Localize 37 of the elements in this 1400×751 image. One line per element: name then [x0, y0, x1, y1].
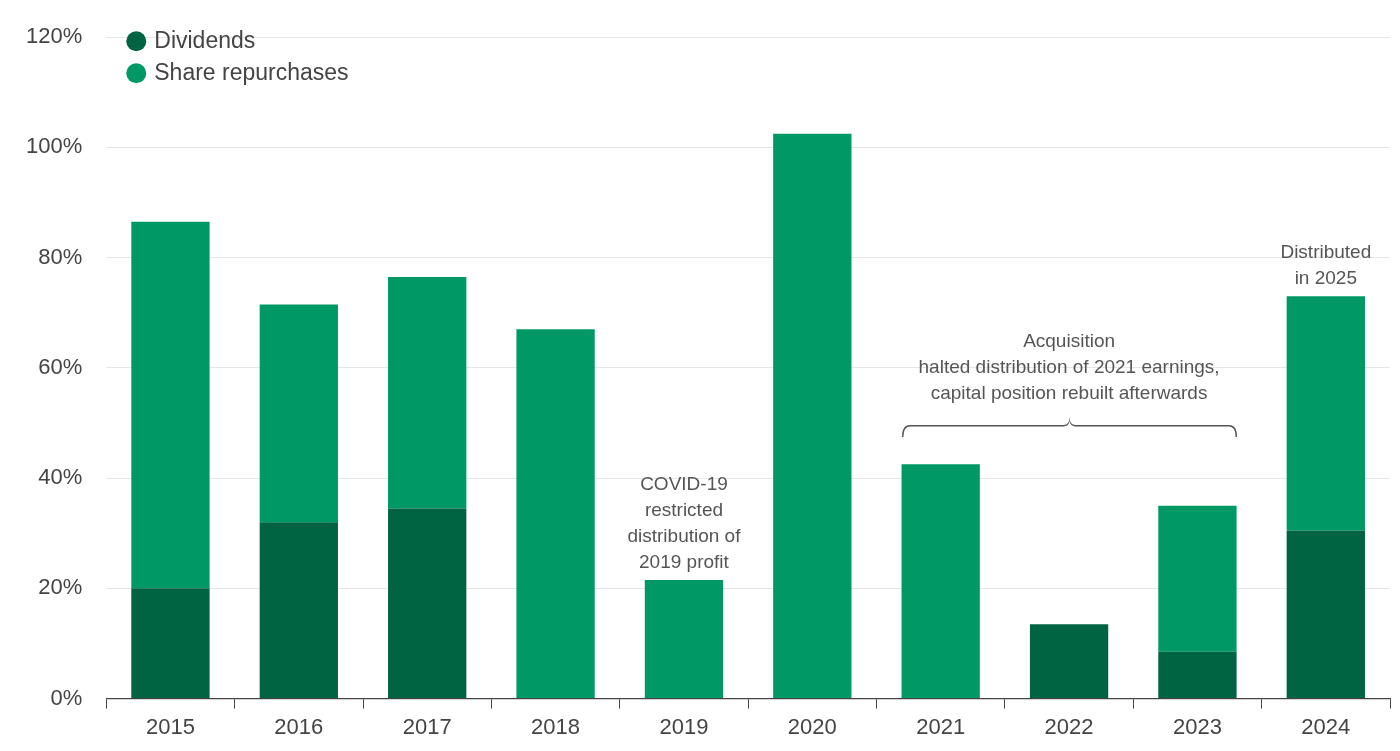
bar	[131, 221, 210, 589]
bar	[773, 133, 852, 699]
annotation: Acquisition halted distribution of 2021 earnings, capital position rebuilt afterwards	[918, 330, 1220, 403]
bar	[1158, 651, 1237, 699]
x-tick-label: 2019	[659, 713, 709, 739]
y-tick-label: 60%	[38, 353, 83, 379]
x-tick-label: 2016	[274, 713, 324, 739]
y-tick-label: 120%	[25, 23, 83, 49]
x-tick-label: 2017	[402, 713, 452, 739]
bar	[1286, 296, 1365, 531]
y-tick-label: 0%	[50, 684, 83, 710]
x-tick-label: 2022	[1044, 713, 1094, 739]
x-tick-label: 2023	[1172, 713, 1222, 739]
bar	[388, 508, 467, 699]
x-tick-label: 2018	[531, 713, 581, 739]
y-tick-label: 100%	[25, 133, 83, 159]
y-tick-label: 80%	[38, 243, 83, 269]
bar	[901, 464, 980, 699]
x-tick-label: 2015	[145, 713, 195, 739]
bar	[644, 580, 724, 699]
bar	[1158, 505, 1237, 652]
annotation: COVID-19 restricted distribution of 2019 profit	[627, 473, 742, 573]
y-tick-label: 40%	[38, 464, 83, 490]
x-tick-label: 2021	[916, 713, 966, 739]
bar	[1286, 530, 1365, 699]
x-tick-label: 2024	[1301, 713, 1351, 739]
legend-label: Dividends	[154, 26, 256, 53]
bar	[259, 522, 338, 699]
annotation: Distributed in 2025	[1280, 241, 1372, 289]
bar	[259, 304, 338, 523]
y-tick-label: 20%	[38, 574, 83, 600]
x-tick-label: 2020	[787, 713, 837, 739]
legend-label: Share repurchases	[154, 58, 349, 85]
bar	[1029, 624, 1109, 699]
bar	[388, 276, 467, 509]
bar	[516, 329, 595, 699]
bar	[131, 588, 210, 699]
